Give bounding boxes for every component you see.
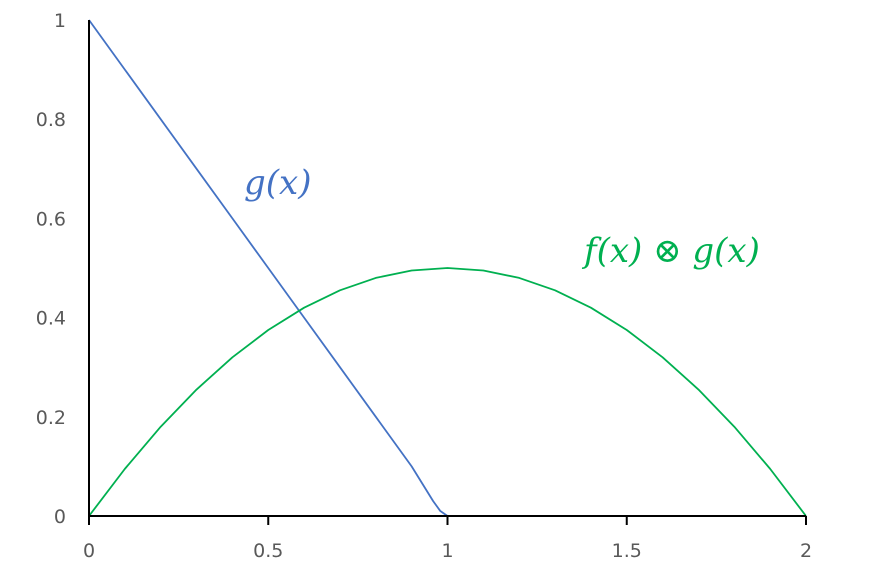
y-tick-label: 0.2 (36, 407, 66, 429)
series-label-convolution: f(x) ⊗ g(x) (581, 231, 760, 271)
x-tick-label: 0.5 (253, 540, 283, 562)
x-tick-label: 0 (83, 540, 95, 562)
y-tick-label: 0 (54, 506, 66, 528)
y-tick-label: 1 (54, 10, 66, 32)
x-tick-label: 2 (800, 540, 812, 562)
y-tick-label: 0.8 (36, 109, 66, 131)
series-line-1 (88, 267, 807, 517)
x-tick-label: 1 (441, 540, 453, 562)
y-tick-label: 0.4 (36, 308, 66, 330)
y-tick-label: 0.6 (36, 208, 66, 230)
x-tick-label: 1.5 (612, 540, 642, 562)
series-label-g: g(x) (244, 163, 311, 203)
